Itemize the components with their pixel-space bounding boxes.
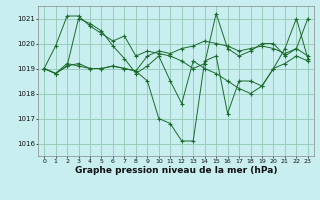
X-axis label: Graphe pression niveau de la mer (hPa): Graphe pression niveau de la mer (hPa) bbox=[75, 166, 277, 175]
